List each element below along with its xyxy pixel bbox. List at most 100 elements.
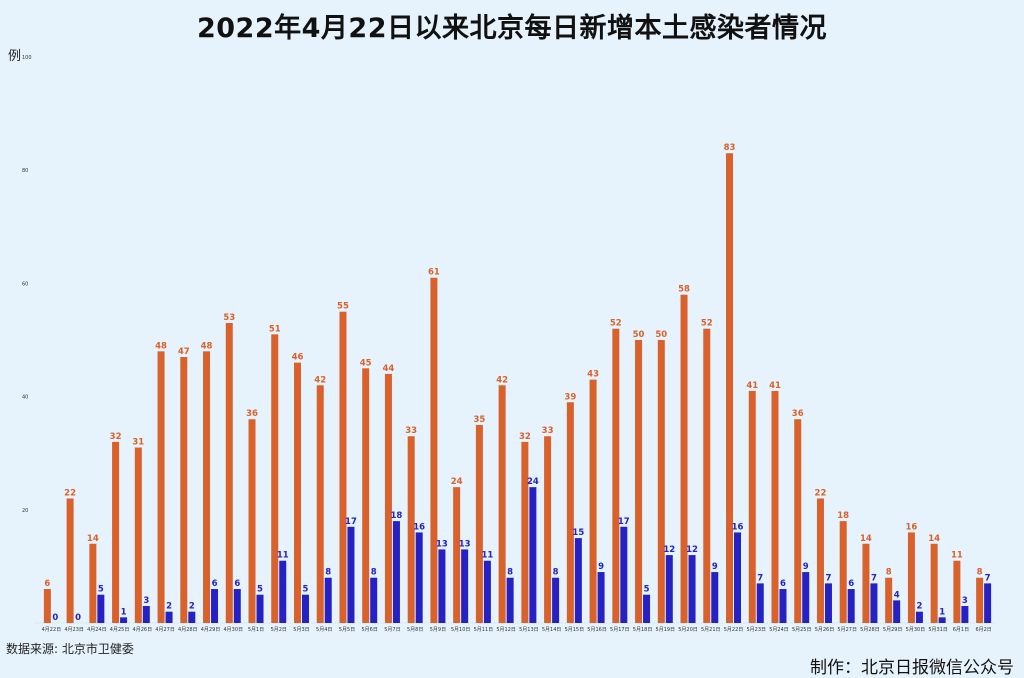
data-label: 18 [837, 511, 849, 521]
data-label: 42 [496, 375, 508, 385]
data-label: 0 [75, 613, 81, 623]
x-tick-label: 6月2日 [975, 627, 991, 633]
bar-orange [498, 385, 506, 623]
x-tick-label: 5月29日 [883, 627, 903, 633]
bar-blue [893, 600, 901, 623]
bar-blue [915, 611, 923, 623]
data-label: 7 [826, 573, 832, 583]
data-label: 41 [746, 381, 758, 391]
data-label: 8 [507, 568, 513, 578]
data-label: 11 [277, 551, 289, 561]
data-source: 数据来源: 北京市卫健委 [6, 642, 134, 656]
data-label: 5 [257, 585, 263, 595]
x-tick-label: 5月21日 [701, 627, 721, 633]
x-tick-label: 4月27日 [155, 627, 175, 633]
data-label: 6 [234, 579, 240, 589]
data-label: 2 [916, 602, 922, 612]
data-label: 4 [894, 590, 900, 600]
bar-orange [635, 340, 643, 623]
data-label: 9 [712, 562, 718, 572]
bar-blue [370, 577, 378, 623]
bar-blue [711, 572, 719, 623]
x-tick-label: 5月12日 [496, 627, 516, 633]
data-label: 32 [110, 432, 122, 442]
bar-blue [734, 532, 742, 623]
data-label: 50 [633, 330, 645, 340]
data-label: 7 [871, 573, 877, 583]
x-tick-label: 5月8日 [407, 627, 423, 633]
data-label: 8 [371, 568, 377, 578]
chart-title: 2022年4月22日以来北京每日新增本土感染者情况 [196, 13, 827, 44]
x-tick-label: 5月20日 [678, 627, 698, 633]
x-tick-label: 4月29日 [201, 627, 221, 633]
data-label: 9 [803, 562, 809, 572]
data-label: 12 [686, 545, 698, 555]
bar-orange [976, 577, 984, 623]
data-label: 6 [212, 579, 218, 589]
data-label: 6 [780, 579, 786, 589]
data-label: 47 [178, 347, 190, 357]
x-tick-label: 4月26日 [133, 627, 153, 633]
bar-blue [120, 617, 128, 623]
bar-blue [392, 521, 400, 623]
x-tick-label: 5月11日 [474, 627, 494, 633]
x-tick-label: 5月17日 [610, 627, 630, 633]
x-tick-label: 4月25日 [110, 627, 130, 633]
x-tick-label: 5月15日 [565, 627, 585, 633]
data-label: 42 [314, 375, 326, 385]
bar-orange [703, 328, 711, 623]
bar-blue [483, 560, 491, 623]
bar-orange [726, 153, 734, 623]
bar-blue [506, 577, 514, 623]
bar-blue [233, 589, 241, 623]
bar-blue [142, 606, 150, 623]
bar-blue [665, 555, 673, 623]
data-label: 5 [303, 585, 309, 595]
bar-orange [680, 294, 688, 623]
bar-blue [779, 589, 787, 623]
bar-blue [461, 549, 469, 623]
data-label: 8 [553, 568, 559, 578]
data-label: 7 [985, 573, 991, 583]
bar-orange [339, 311, 347, 623]
bar-orange [862, 543, 870, 623]
data-label: 24 [527, 477, 539, 487]
data-label: 8 [886, 568, 892, 578]
data-label: 16 [732, 522, 744, 532]
x-tick-label: 4月24日 [87, 627, 107, 633]
bar-orange [180, 356, 188, 623]
data-label: 11 [951, 551, 963, 561]
x-tick-label: 5月18日 [633, 627, 653, 633]
bar-orange [657, 340, 665, 623]
bar-blue [97, 594, 105, 623]
bar-blue [529, 487, 537, 623]
y-tick-label: 20 [22, 508, 28, 514]
data-label: 31 [132, 438, 144, 448]
data-label: 14 [928, 534, 940, 544]
data-label: 17 [618, 517, 630, 527]
data-label: 51 [269, 324, 281, 334]
data-label: 55 [337, 302, 349, 312]
bar-orange [225, 323, 233, 623]
bar-blue [188, 611, 196, 623]
data-label: 83 [724, 143, 736, 153]
data-label: 8 [325, 568, 331, 578]
x-tick-label: 5月14日 [542, 627, 562, 633]
data-label: 13 [436, 539, 448, 549]
x-tick-label: 5月1日 [248, 627, 264, 633]
data-label: 46 [292, 353, 304, 363]
data-label: 1 [939, 607, 945, 617]
data-label: 35 [473, 415, 485, 425]
bar-blue [847, 589, 855, 623]
bar-orange [384, 373, 392, 623]
data-label: 6 [848, 579, 854, 589]
data-label: 50 [655, 330, 667, 340]
data-label: 48 [155, 341, 167, 351]
y-tick-label: 60 [22, 281, 28, 287]
bar-blue [597, 572, 605, 623]
bar-blue [279, 560, 287, 623]
bar-orange [930, 543, 938, 623]
bar-orange [475, 424, 483, 623]
bar-blue [938, 617, 946, 623]
